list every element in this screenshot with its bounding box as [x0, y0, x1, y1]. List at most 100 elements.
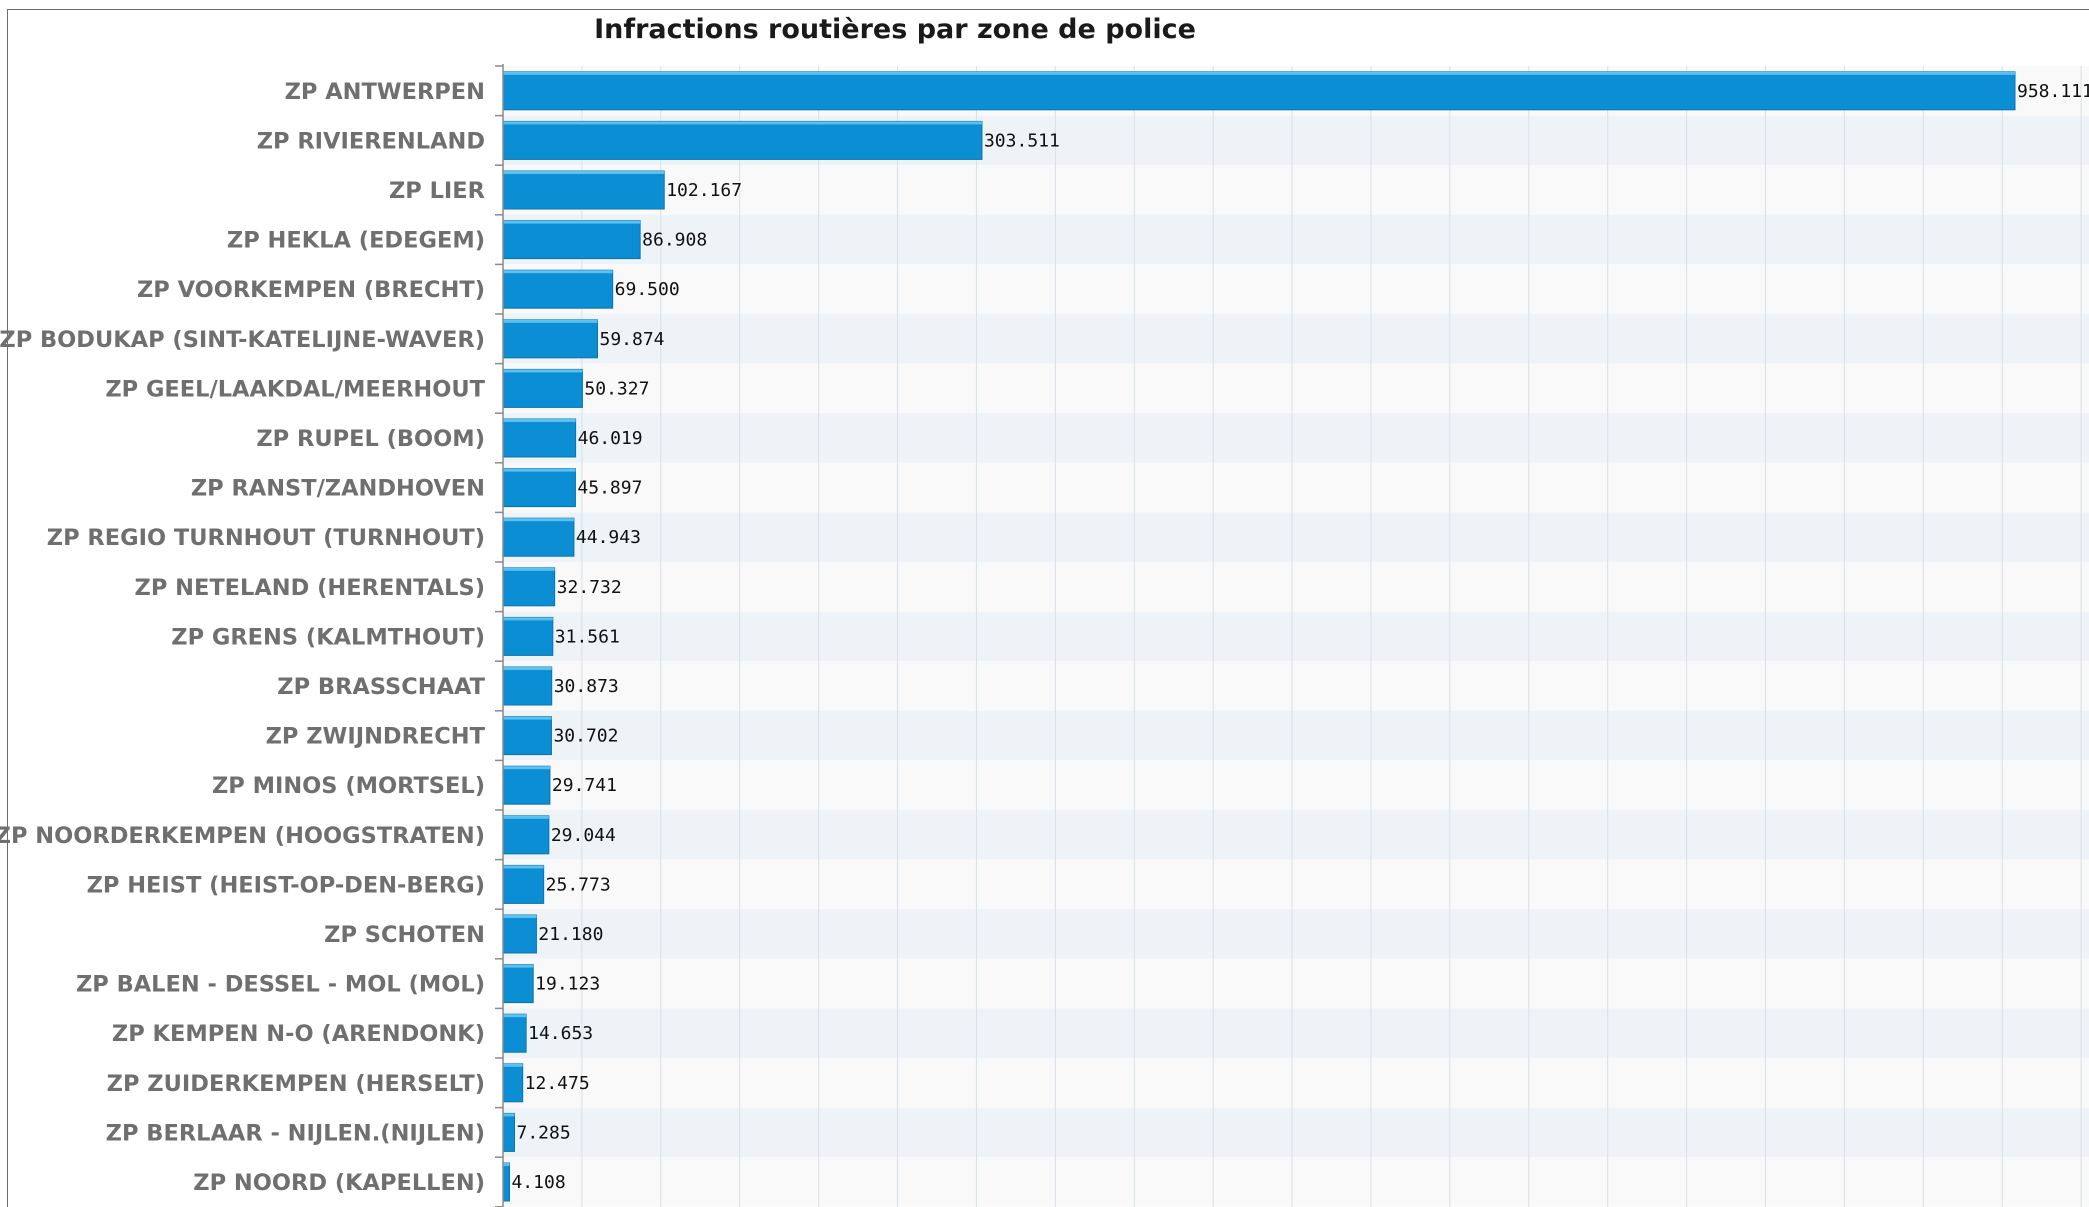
value-label: 12.475 [525, 1073, 590, 1094]
bar [502, 1112, 515, 1152]
bar [502, 666, 553, 706]
row-band [503, 710, 2089, 761]
category-label: ZP BERLAAR - NIJLEN.(NIJLEN) [106, 1120, 485, 1146]
row-band [503, 1157, 2089, 1207]
bar [502, 120, 983, 160]
bar-highlight [503, 1163, 510, 1166]
value-label: 50.327 [584, 378, 649, 399]
category-label: ZP ZUIDERKEMPEN (HERSELT) [107, 1071, 485, 1097]
value-label: 32.732 [557, 577, 622, 598]
row-band [503, 165, 2089, 215]
bar-highlight [503, 319, 598, 323]
bar [502, 319, 598, 359]
bar [502, 71, 2016, 111]
row-band [503, 611, 2089, 662]
row-band [503, 661, 2089, 711]
category-label: ZP RANST/ZANDHOVEN [191, 476, 485, 502]
value-label: 29.741 [552, 775, 617, 796]
value-label: 29.044 [551, 825, 616, 846]
bar [502, 468, 576, 508]
bar [502, 914, 537, 954]
row-band [503, 1107, 2089, 1158]
value-labels: 958.111 303.511 102.167 86.908 69.500 59.874 5… [511, 81, 2089, 1193]
row-band [503, 462, 2089, 513]
bar [502, 765, 551, 805]
y-axis [495, 64, 504, 1207]
bar [502, 815, 550, 855]
category-label: ZP ZWIJNDRECHT [266, 724, 486, 750]
value-label: 303.511 [984, 130, 1060, 151]
row-band [503, 413, 2089, 463]
bars [502, 71, 2016, 1202]
bar [502, 170, 665, 210]
row-band [503, 562, 2089, 612]
bar-highlight [503, 915, 537, 918]
value-label: 86.908 [642, 230, 707, 251]
row-band [503, 363, 2089, 414]
value-label: 4.108 [511, 1172, 565, 1193]
row-band [503, 760, 2089, 810]
category-label: ZP HEKLA (EDEGEM) [227, 228, 485, 254]
value-label: 59.874 [599, 329, 664, 350]
bar [502, 418, 577, 458]
row-band [503, 314, 2089, 364]
value-label: 44.943 [576, 527, 641, 548]
bar-highlight [503, 1014, 527, 1018]
category-label: ZP VOORKEMPEN (BRECHT) [137, 277, 485, 303]
category-label: ZP NOORDERKEMPEN (HOOGSTRATEN) [0, 823, 485, 849]
bar-highlight [503, 71, 2015, 75]
row-band [503, 512, 2089, 562]
row-band [503, 1008, 2089, 1058]
value-label: 21.180 [538, 924, 603, 945]
bar-highlight [503, 964, 534, 968]
gridlines [502, 66, 2082, 1207]
bar [502, 864, 545, 904]
category-label: ZP LIER [389, 178, 485, 204]
value-label: 19.123 [535, 974, 600, 995]
bar [502, 517, 575, 557]
value-label: 102.167 [666, 180, 742, 201]
row-band [503, 264, 2089, 314]
bar-highlight [503, 815, 549, 819]
bar-highlight [503, 766, 550, 770]
bar [502, 716, 552, 756]
category-label: ZP BALEN - DESSEL - MOL (MOL) [76, 972, 485, 998]
row-band [503, 859, 2089, 910]
chart-title: Infractions routières par zone de police [594, 14, 1196, 45]
category-label: ZP SCHOTEN [324, 922, 485, 948]
category-label: ZP NOORD (KAPELLEN) [193, 1170, 485, 1196]
value-label: 46.019 [578, 428, 643, 449]
category-label: ZP HEIST (HEIST-OP-DEN-BERG) [87, 872, 485, 898]
bar-highlight [503, 369, 583, 373]
value-label: 25.773 [546, 874, 611, 895]
row-band [503, 810, 2089, 860]
category-label: ZP GEEL/LAAKDAL/MEERHOUT [105, 376, 485, 402]
bar-highlight [503, 1063, 523, 1067]
category-label: ZP NETELAND (HERENTALS) [135, 575, 486, 601]
category-label: ZP GRENS (KALMTHOUT) [171, 624, 485, 650]
bar-highlight [503, 567, 555, 571]
value-label: 14.653 [528, 1023, 593, 1044]
value-label: 7.285 [516, 1122, 570, 1143]
bar-highlight [503, 667, 552, 670]
bar [502, 616, 554, 656]
category-label: ZP KEMPEN N-O (ARENDONK) [112, 1021, 485, 1047]
bar-highlight [503, 121, 982, 125]
bar [502, 1162, 510, 1202]
chart-frame [7, 9, 2089, 1207]
bar [502, 1013, 527, 1053]
bar-highlight [503, 220, 641, 224]
value-label: 958.111 [2017, 81, 2089, 102]
value-label: 30.873 [554, 676, 619, 697]
category-label: ZP REGIO TURNHOUT (TURNHOUT) [47, 525, 485, 551]
bar-highlight [503, 518, 574, 522]
bar [502, 567, 556, 607]
bar [502, 220, 641, 260]
row-band [503, 909, 2089, 959]
value-label: 31.561 [555, 626, 620, 647]
bar-highlight [503, 617, 553, 621]
category-label: ZP MINOS (MORTSEL) [212, 773, 485, 799]
category-label: ZP RIVIERENLAND [257, 128, 485, 154]
value-label: 45.897 [577, 478, 642, 499]
